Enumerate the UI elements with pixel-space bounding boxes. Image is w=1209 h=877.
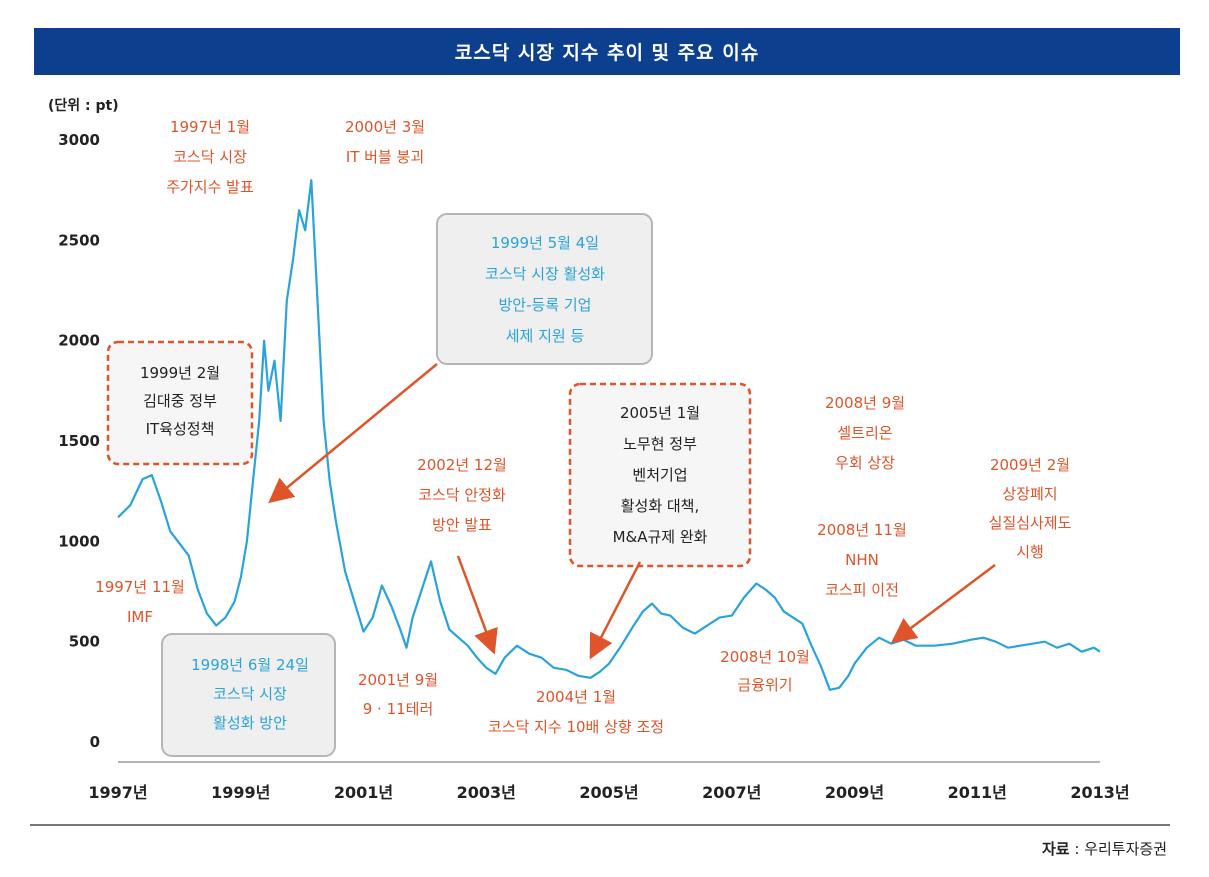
annotation-line: 코스닥 지수 10배 상향 조정 [488,718,664,736]
chart-title: 코스닥 시장 지수 추이 및 주요 이슈 [34,28,1180,75]
annotation-line: 코스닥 시장 [213,685,287,703]
annotation-line: 1998년 6월 24일 [191,656,309,674]
annotation-line: 세제 지원 등 [506,327,585,345]
annotation-line: 활성화 방안 [213,714,287,732]
annotation-boxes [106,213,752,757]
annotation-line: 방안-등록 기업 [499,296,592,314]
x-tick-label: 2009년 [825,783,884,802]
annotation-line: 1997년 11월 [95,578,185,596]
annotation-arrow [589,561,642,660]
annotation-line: 2008년 11월 [817,521,907,539]
annotation-line: 코스닥 시장 활성화 [485,265,605,283]
x-tick-label: 1999년 [211,783,270,802]
annotation-line: 상장폐지 [1002,485,1057,503]
annotation-line: 2009년 2월 [990,456,1070,474]
annotation-line: IMF [127,608,153,626]
x-tick-label: 2003년 [457,783,516,802]
annotation-line: 1999년 5월 4일 [491,234,599,252]
annotation-line: 코스닥 안정화 [418,486,506,504]
annotation-arrow [268,363,438,504]
x-tick-label: 2001년 [334,783,393,802]
annotation-line: 금융위기 [737,676,792,694]
x-tick-label: 2013년 [1070,783,1129,802]
annotation-line: 2004년 1월 [536,688,616,706]
annotation-line: IT 버블 붕괴 [346,148,424,166]
annotation-line: 셀트리온 [837,424,892,442]
annotation-arrow [456,555,498,655]
annotation-line: 2001년 9월 [358,671,438,689]
source-note: 자료 : 우리투자증권 [1042,838,1167,859]
source-divider [30,824,1170,826]
annotation-box-gray [161,633,336,757]
annotation-line: 코스피 이전 [825,581,899,599]
annotation-line: 김대중 정부 [143,392,217,410]
annotation-arrows [268,363,996,660]
annotation-line: 방안 발표 [432,516,492,534]
source-label: 자료 [1041,840,1070,858]
annotation-line: 벤처기업 [632,466,687,484]
annotation-box-gray [436,213,653,365]
x-tick-label: 2011년 [948,783,1007,802]
y-tick-label: 1500 [58,432,100,450]
annotation-box-dashed [568,382,752,568]
annotation-line: 코스닥 시장 [173,148,247,166]
annotation-line: 우회 상장 [835,454,895,472]
annotation-line: 2008년 9월 [825,394,905,412]
annotation-line: IT육성정책 [146,420,215,438]
annotation-line: 시행 [1016,543,1044,561]
annotation-line: 2002년 12월 [417,456,507,474]
annotation-line: 2000년 3월 [345,118,425,136]
x-tick-label: 1997년 [88,783,147,802]
source-separator: : [1069,840,1085,858]
annotation-line: 활성화 대책, [621,497,700,515]
annotation-line: 2005년 1월 [620,404,700,422]
y-tick-label: 2500 [58,231,100,249]
y-tick-label: 3000 [58,131,100,149]
annotation-line: NHN [845,551,879,569]
source-name: 우리투자증권 [1084,840,1167,858]
y-tick-label: 500 [69,633,100,651]
y-tick-label: 1000 [58,532,100,550]
x-tick-label: 2007년 [702,783,761,802]
x-tick-label: 2005년 [579,783,638,802]
annotation-line: 1999년 2월 [140,364,220,382]
annotation-line: M&A규제 완화 [613,528,708,546]
annotation-line: 2008년 10월 [720,648,810,666]
annotation-line: 주가지수 발표 [166,178,254,196]
x-axis: 1997년 1999년 2001년 2003년 2005년 2007년 2009년 2011년… [88,761,1130,802]
annotation-line: 노무현 정부 [623,435,697,453]
y-tick-label: 0 [90,733,100,751]
annotation-arrow [891,564,996,643]
y-tick-label: 2000 [58,332,100,350]
y-axis: 0 500 1000 1500 2000 2500 3000 [58,131,100,751]
annotation-line: 1997년 1월 [170,118,250,136]
annotation-line: 9 · 11테러 [363,700,434,718]
annotation-line: 실질심사제도 [989,514,1072,532]
kosdaq-index-line [117,179,1101,691]
annotation-box-dashed [106,340,254,466]
unit-label: (단위 : pt) [48,97,119,114]
